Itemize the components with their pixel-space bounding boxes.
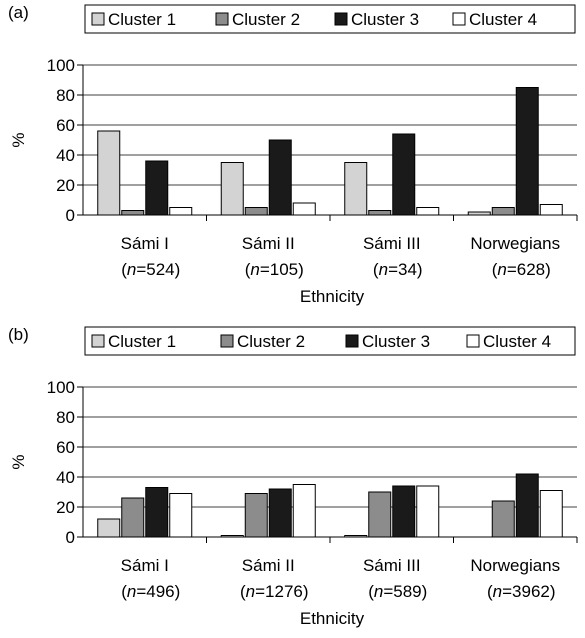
panel-a-bar-2-2 [244,207,268,216]
panel-a-category-label-3: Sámi III [363,234,421,253]
panel-a-bar-1-4 [169,207,193,216]
panel-a-bar-1-2 [121,210,145,216]
panel-a-category-label-2: Sámi II [242,234,295,253]
panel-b-bar-3-4 [416,485,440,538]
panel-a-category-n-4: (n=628) [492,260,551,279]
panel-b-bar-2-3 [268,488,292,538]
panel-a-ytick-label-60: 60 [56,116,75,135]
panel-b-bar-4-2 [491,500,515,538]
panel-b-legend-label-2: Cluster 2 [237,332,305,351]
panel-b-ytick-label-40: 40 [56,468,75,487]
panel-b-legend-box [84,326,576,356]
panel-a-ytick-label-20: 20 [56,176,75,195]
panel-b-bar-1-2 [121,497,145,538]
panel-a-label: (a) [8,3,29,22]
panel-b-category-n-4: (n=3962) [487,582,556,601]
panel-b-bar-4-3 [515,473,539,538]
panel-b-ytick-label-60: 60 [56,438,75,457]
panel-a-category-n-3: (n=34) [373,260,423,279]
panel-b-legend-label-1: Cluster 1 [108,332,176,351]
panel-a-bar-2-1 [220,162,244,216]
panel-b-legend-swatch-4 [466,334,480,348]
panel-b-bar-4-4 [539,490,563,538]
panel-a-ytick-label-80: 80 [56,86,75,105]
panel-a-category-n-1: (n=524) [121,260,180,279]
panel-b-category-n-1: (n=496) [121,582,180,601]
panel-b-bar-1-4 [169,493,193,538]
panel-a-bar-2-4 [292,202,316,216]
panel-a-ytick-label-100: 100 [47,56,75,75]
panel-b-legend-swatch-2 [220,334,234,348]
panel-b-category-label-4: Norwegians [470,556,560,575]
panel-b-legend-label-3: Cluster 3 [362,332,430,351]
panel-a-legend-label-3: Cluster 3 [351,10,419,29]
panel-b-category-n-2: (n=1276) [240,582,309,601]
panel-a-bar-4-3 [515,87,539,216]
panel-b-legend-label-4: Cluster 4 [483,332,551,351]
panel-a-legend-swatch-3 [334,12,348,26]
panel-b-label: (b) [8,325,29,344]
panel-a-ylabel: % [9,132,28,147]
panel-b-legend-swatch-1 [91,334,105,348]
panel-a-legend-swatch-4 [452,12,466,26]
panel-a-bar-2-3 [268,139,292,216]
panel-b-category-label-3: Sámi III [363,556,421,575]
panel-b-category-n-3: (n=589) [368,582,427,601]
panel-b-bar-3-2 [368,491,392,538]
panel-a-bar-3-3 [392,133,416,216]
panel-a-legend-label-4: Cluster 4 [469,10,537,29]
panel-a-category-n-2: (n=105) [245,260,304,279]
panel-a-bar-1-3 [145,160,169,216]
panel-b-bar-2-2 [244,493,268,538]
panel-b-bar-3-3 [392,485,416,538]
panel-b-ytick-label-100: 100 [47,378,75,397]
panel-a-category-label-4: Norwegians [470,234,560,253]
panel-a-legend-label-1: Cluster 1 [108,10,176,29]
panel-a-bar-3-4 [416,207,440,216]
panel-b-ytick-label-80: 80 [56,408,75,427]
panel-a-legend-label-2: Cluster 2 [232,10,300,29]
panel-a-xlabel: Ethnicity [300,287,365,306]
panel-a-bar-3-1 [344,162,368,216]
panel-b-ytick-label-20: 20 [56,498,75,517]
panel-b-ytick-label-0: 0 [66,528,75,547]
panel-a-category-label-1: Sámi I [121,234,169,253]
panel-a-legend-swatch-2 [215,12,229,26]
panel-a-bar-1-1 [97,130,121,216]
panel-a-ytick-label-0: 0 [66,206,75,225]
panel-b-category-label-1: Sámi I [121,556,169,575]
panel-a-bar-4-2 [491,207,515,216]
panel-a-legend-box [84,4,576,34]
panel-a-legend-swatch-1 [91,12,105,26]
panel-b-category-label-2: Sámi II [242,556,295,575]
panel-a-bar-3-2 [368,210,392,216]
panel-b-legend-swatch-3 [345,334,359,348]
panel-b-bar-1-1 [97,518,121,538]
panel-a-bar-4-4 [539,204,563,216]
panel-b-bar-2-4 [292,484,316,538]
panel-b-xlabel: Ethnicity [300,609,365,628]
panel-b-ylabel: % [9,454,28,469]
panel-a-ytick-label-40: 40 [56,146,75,165]
panel-b-bar-1-3 [145,487,169,538]
